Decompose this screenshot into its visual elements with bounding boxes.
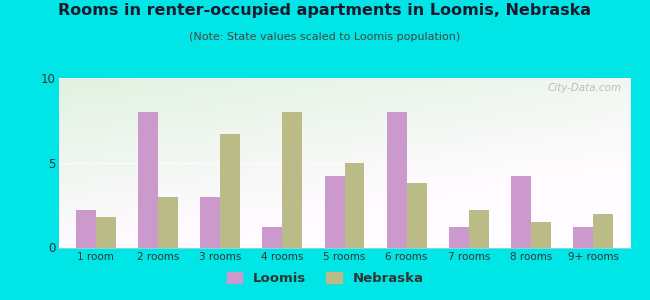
Bar (511, 176, 531, 247)
Text: Rooms in renter-occupied apartments in Loomis, Nebraska: Rooms in renter-occupied apartments in L… (58, 3, 592, 18)
Bar (324, 176, 345, 247)
Bar (449, 227, 469, 247)
Bar (469, 210, 489, 248)
Bar (96, 217, 116, 248)
Bar (344, 163, 365, 248)
Bar (263, 227, 282, 247)
Bar (573, 227, 593, 247)
Bar (76, 210, 96, 248)
Text: (Note: State values scaled to Loomis population): (Note: State values scaled to Loomis pop… (189, 32, 461, 41)
Bar (158, 197, 178, 248)
Bar (593, 214, 613, 248)
Bar (387, 112, 407, 248)
Bar (200, 197, 220, 248)
Bar (282, 112, 302, 248)
Bar (138, 112, 158, 248)
Text: City-Data.com: City-Data.com (548, 83, 622, 93)
Legend: Loomis, Nebraska: Loomis, Nebraska (221, 267, 429, 290)
Bar (220, 134, 240, 248)
Bar (407, 183, 426, 248)
Bar (531, 222, 551, 248)
